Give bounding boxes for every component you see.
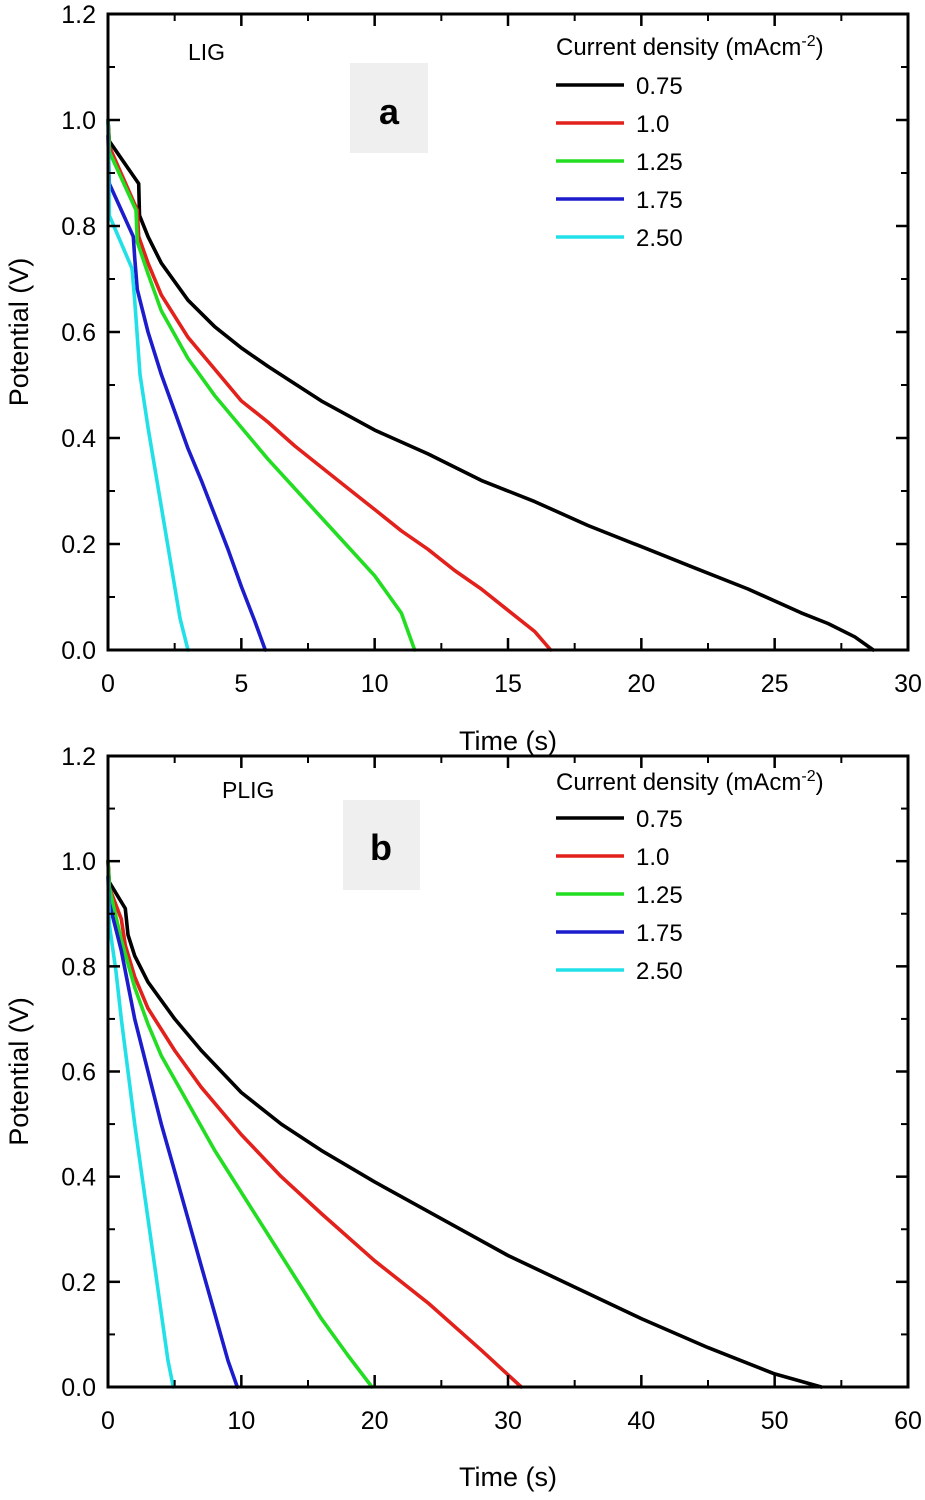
x-tick-label: 30 bbox=[494, 1407, 522, 1435]
series-line-1.0 bbox=[106, 859, 524, 1389]
x-tick-label: 50 bbox=[761, 1407, 789, 1435]
x-tick-label: 30 bbox=[894, 670, 922, 698]
series-line-1.75 bbox=[106, 875, 240, 1389]
x-tick-label: 20 bbox=[361, 1407, 389, 1435]
series-line-1.0 bbox=[106, 118, 553, 652]
y-tick-label: 1.2 bbox=[61, 743, 96, 771]
panel-letter-box bbox=[343, 800, 420, 890]
y-tick-label: 0.6 bbox=[61, 319, 96, 347]
y-tick-label: 0.0 bbox=[61, 637, 96, 665]
legend-label-1.0: 1.0 bbox=[636, 844, 669, 871]
series-line-0.75 bbox=[106, 118, 876, 652]
legend-title-text: Current density (mAcm bbox=[556, 769, 801, 796]
legend-label-0.75: 0.75 bbox=[636, 73, 683, 100]
plot-frame bbox=[106, 754, 910, 1389]
y-tick-label: 1.2 bbox=[61, 1, 96, 29]
y-tick-label: 0.8 bbox=[61, 213, 96, 241]
x-tick-label: 40 bbox=[627, 1407, 655, 1435]
y-tick-label: 0.8 bbox=[61, 953, 96, 981]
series-line-0.75 bbox=[106, 859, 824, 1389]
legend-label-1.75: 1.75 bbox=[636, 920, 683, 947]
x-tick-label: 5 bbox=[234, 670, 248, 698]
x-tick-label: 20 bbox=[627, 670, 655, 698]
sample-label: PLIG bbox=[222, 777, 274, 803]
legend-label-2.50: 2.50 bbox=[636, 225, 683, 252]
legend-label-0.75: 0.75 bbox=[636, 806, 683, 833]
x-tick-label: 0 bbox=[101, 1407, 115, 1435]
legend-label-1.25: 1.25 bbox=[636, 149, 683, 176]
legend-title: Current density (mAcm-2) bbox=[556, 768, 824, 796]
x-axis-label: Time (s) bbox=[459, 726, 557, 756]
x-tick-label: 10 bbox=[227, 1407, 255, 1435]
legend: Current density (mAcm-2) 0.75 1.0 1.25 1.75 2… bbox=[556, 33, 824, 252]
y-tick-label: 0.4 bbox=[61, 1164, 96, 1192]
series-line-1.25 bbox=[106, 118, 417, 652]
panel-letter: a bbox=[379, 91, 400, 132]
x-axis-label: Time (s) bbox=[459, 1462, 557, 1492]
series-line-2.50 bbox=[106, 875, 176, 1389]
y-tick-label: 0.2 bbox=[61, 1269, 96, 1297]
y-axis-label: Potential (V) bbox=[4, 997, 34, 1146]
y-tick-label: 0.4 bbox=[61, 425, 96, 453]
y-tick-label: 0.2 bbox=[61, 531, 96, 559]
chart-panel-b: 0 10 20 30 40 50 60 0.0 0.2 0.4 0.6 0.8 1.0 1.2 Time (… bbox=[4, 743, 922, 1492]
panel-letter-box bbox=[350, 63, 428, 153]
legend-title-close: ) bbox=[816, 34, 824, 61]
legend-label-1.75: 1.75 bbox=[636, 187, 683, 214]
legend-title-close: ) bbox=[816, 769, 824, 796]
x-tick-label: 60 bbox=[894, 1407, 922, 1435]
x-tick-label: 25 bbox=[761, 670, 789, 698]
y-tick-label: 1.0 bbox=[61, 107, 96, 135]
series-line-1.25 bbox=[106, 859, 374, 1389]
legend-title: Current density (mAcm-2) bbox=[556, 33, 824, 61]
sample-label: LIG bbox=[188, 39, 225, 65]
legend-title-text: Current density (mAcm bbox=[556, 34, 801, 61]
x-tick-label: 15 bbox=[494, 670, 522, 698]
series-line-1.75 bbox=[106, 134, 268, 652]
x-tick-label: 10 bbox=[361, 670, 389, 698]
y-tick-label: 0.0 bbox=[61, 1374, 96, 1402]
x-tick-label: 0 bbox=[101, 670, 115, 698]
legend-label-1.0: 1.0 bbox=[636, 111, 669, 138]
y-tick-label: 1.0 bbox=[61, 848, 96, 876]
panel-letter: b bbox=[370, 827, 392, 868]
y-axis-label: Potential (V) bbox=[4, 258, 34, 407]
legend: Current density (mAcm-2) 0.75 1.0 1.25 1.75 2… bbox=[556, 768, 824, 985]
legend-title-superscript: -2 bbox=[801, 33, 815, 50]
legend-label-2.50: 2.50 bbox=[636, 958, 683, 985]
chart-panel-a: 0 5 10 15 20 25 30 0.0 0.2 0.4 0.6 0.8 1.0 1.2 Time (s… bbox=[4, 1, 922, 756]
legend-label-1.25: 1.25 bbox=[636, 882, 683, 909]
legend-title-superscript: -2 bbox=[801, 768, 815, 785]
series-line-2.50 bbox=[106, 118, 190, 652]
y-tick-label: 0.6 bbox=[61, 1059, 96, 1087]
